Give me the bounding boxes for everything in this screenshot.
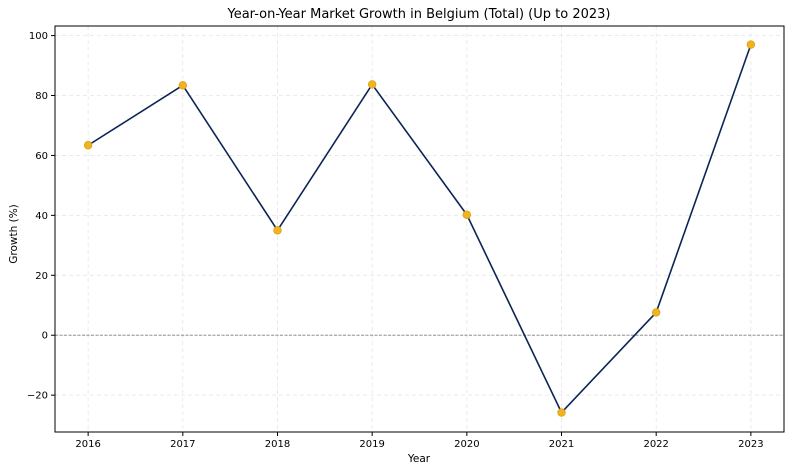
- x-tick-label: 2022: [643, 439, 668, 450]
- x-tick-label: 2018: [265, 439, 290, 450]
- x-tick-label: 2020: [454, 439, 479, 450]
- series-line: [87, 44, 752, 414]
- y-tick-label: 60: [35, 151, 48, 162]
- y-tick-label: 0: [42, 331, 48, 342]
- x-tick-label: 2021: [549, 439, 574, 450]
- y-tick-label: 100: [29, 31, 48, 42]
- chart-title: Year-on-Year Market Growth in Belgium (T…: [227, 7, 611, 22]
- series: [83, 40, 756, 417]
- axes: 2016 2017 2018 2019 2020 2021 2022 2023 −20 0 20 40…: [27, 25, 785, 450]
- x-tick-label: 2017: [170, 439, 195, 450]
- data-point-2017: [178, 81, 188, 90]
- x-tick-label: 2016: [75, 439, 100, 450]
- y-axis-label: Growth (%): [8, 204, 20, 264]
- y-tick-label: 40: [35, 211, 48, 222]
- y-tick-label: 80: [35, 91, 48, 102]
- x-axis-label: Year: [407, 453, 431, 465]
- data-point-2018: [273, 226, 282, 235]
- plot-frame: [54, 25, 785, 433]
- data-point-2016: [83, 141, 93, 150]
- x-tick-label: 2019: [359, 439, 384, 450]
- data-point-2020: [462, 210, 472, 219]
- data-point-2021: [557, 408, 566, 417]
- y-tick-label: 20: [35, 271, 48, 282]
- x-tick-label: 2023: [738, 439, 763, 450]
- data-point-2019: [367, 80, 377, 89]
- data-point-2023: [746, 40, 756, 49]
- data-point-2022: [651, 308, 661, 317]
- y-tick-label: −20: [27, 391, 48, 402]
